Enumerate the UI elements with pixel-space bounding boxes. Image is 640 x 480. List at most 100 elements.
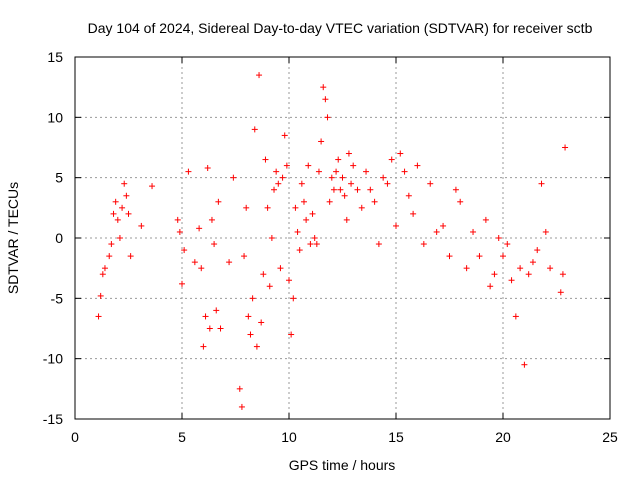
data-point (420, 241, 427, 248)
data-point (463, 265, 470, 272)
data-point (309, 210, 316, 217)
data-point (206, 325, 213, 332)
data-point (324, 114, 331, 121)
data-point (446, 253, 453, 260)
data-point (512, 313, 519, 320)
data-point (260, 271, 267, 278)
grid-lines (75, 57, 610, 419)
data-point (247, 331, 254, 338)
data-point (215, 198, 222, 205)
data-point (123, 192, 130, 199)
data-point (283, 162, 290, 169)
data-point (401, 168, 408, 175)
data-point (300, 198, 307, 205)
data-point (525, 271, 532, 278)
data-point (298, 180, 305, 187)
data-point (262, 156, 269, 163)
data-point (119, 204, 126, 211)
data-point (249, 295, 256, 302)
data-point (427, 180, 434, 187)
data-point (457, 198, 464, 205)
data-point (253, 343, 260, 350)
y-tick-label: 0 (55, 230, 63, 246)
x-tick-label: 25 (602, 429, 618, 445)
data-point (116, 235, 123, 241)
data-point (230, 174, 237, 181)
data-point (198, 265, 205, 272)
data-point (328, 174, 335, 181)
tick-labels: 0 5 10 15 20 25 -15 -10 -5 0 5 10 15 (43, 49, 618, 445)
data-point (208, 216, 215, 223)
data-point (303, 216, 310, 223)
data-point (202, 313, 209, 320)
data-point (440, 222, 447, 229)
data-point (313, 241, 320, 248)
data-point (288, 331, 295, 338)
data-point (538, 180, 545, 187)
data-point (452, 186, 459, 193)
x-tick-label: 0 (71, 429, 79, 445)
data-point (266, 283, 273, 290)
data-point (294, 228, 301, 235)
data-point (271, 186, 278, 193)
chart-title: Day 104 of 2024, Sidereal Day-to-day VTE… (88, 20, 593, 36)
data-point (305, 162, 312, 169)
data-point (476, 253, 483, 260)
data-point (181, 247, 188, 254)
x-tick-label: 20 (495, 429, 511, 445)
data-point (375, 241, 382, 248)
data-point (185, 168, 192, 175)
data-point (397, 150, 404, 157)
data-point (508, 277, 515, 284)
x-axis-label: GPS time / hours (289, 457, 396, 473)
data-point (101, 265, 108, 272)
data-point (363, 168, 370, 175)
data-point (337, 186, 344, 193)
data-point (296, 247, 303, 254)
data-point (350, 162, 357, 169)
data-point (110, 210, 117, 217)
data-point (243, 204, 250, 211)
y-tick-label: 10 (47, 109, 63, 125)
data-point (322, 96, 329, 103)
data-point (547, 265, 554, 272)
data-point (330, 186, 337, 193)
data-point (200, 343, 207, 350)
data-point (433, 228, 440, 235)
data-point (191, 259, 198, 266)
data-point (125, 210, 132, 217)
data-point (264, 204, 271, 211)
data-point (311, 235, 318, 241)
data-point (256, 72, 263, 79)
data-point (521, 361, 528, 368)
data-point (138, 222, 145, 229)
data-point (196, 225, 203, 232)
x-tick-label: 15 (388, 429, 404, 445)
data-point (557, 289, 564, 296)
data-point (174, 216, 181, 223)
data-point (405, 192, 412, 199)
data-point (286, 277, 292, 284)
data-point (279, 174, 286, 181)
data-point (371, 198, 378, 205)
data-point (108, 241, 115, 248)
data-point (348, 180, 355, 187)
data-point (277, 265, 284, 272)
data-point (388, 156, 395, 163)
data-point (226, 259, 233, 266)
data-point (114, 216, 121, 223)
data-point (393, 222, 399, 229)
data-point (562, 144, 569, 151)
data-point (470, 228, 477, 235)
data-point (251, 126, 258, 133)
data-point (97, 292, 104, 299)
data-point (504, 241, 511, 248)
data-point (559, 271, 566, 278)
data-point (341, 192, 348, 199)
data-point (354, 186, 361, 193)
y-axis-label: SDTVAR / TECUs (5, 182, 21, 294)
data-point (292, 204, 299, 211)
data-point (482, 216, 489, 223)
data-point (275, 180, 282, 187)
data-point (542, 228, 549, 235)
